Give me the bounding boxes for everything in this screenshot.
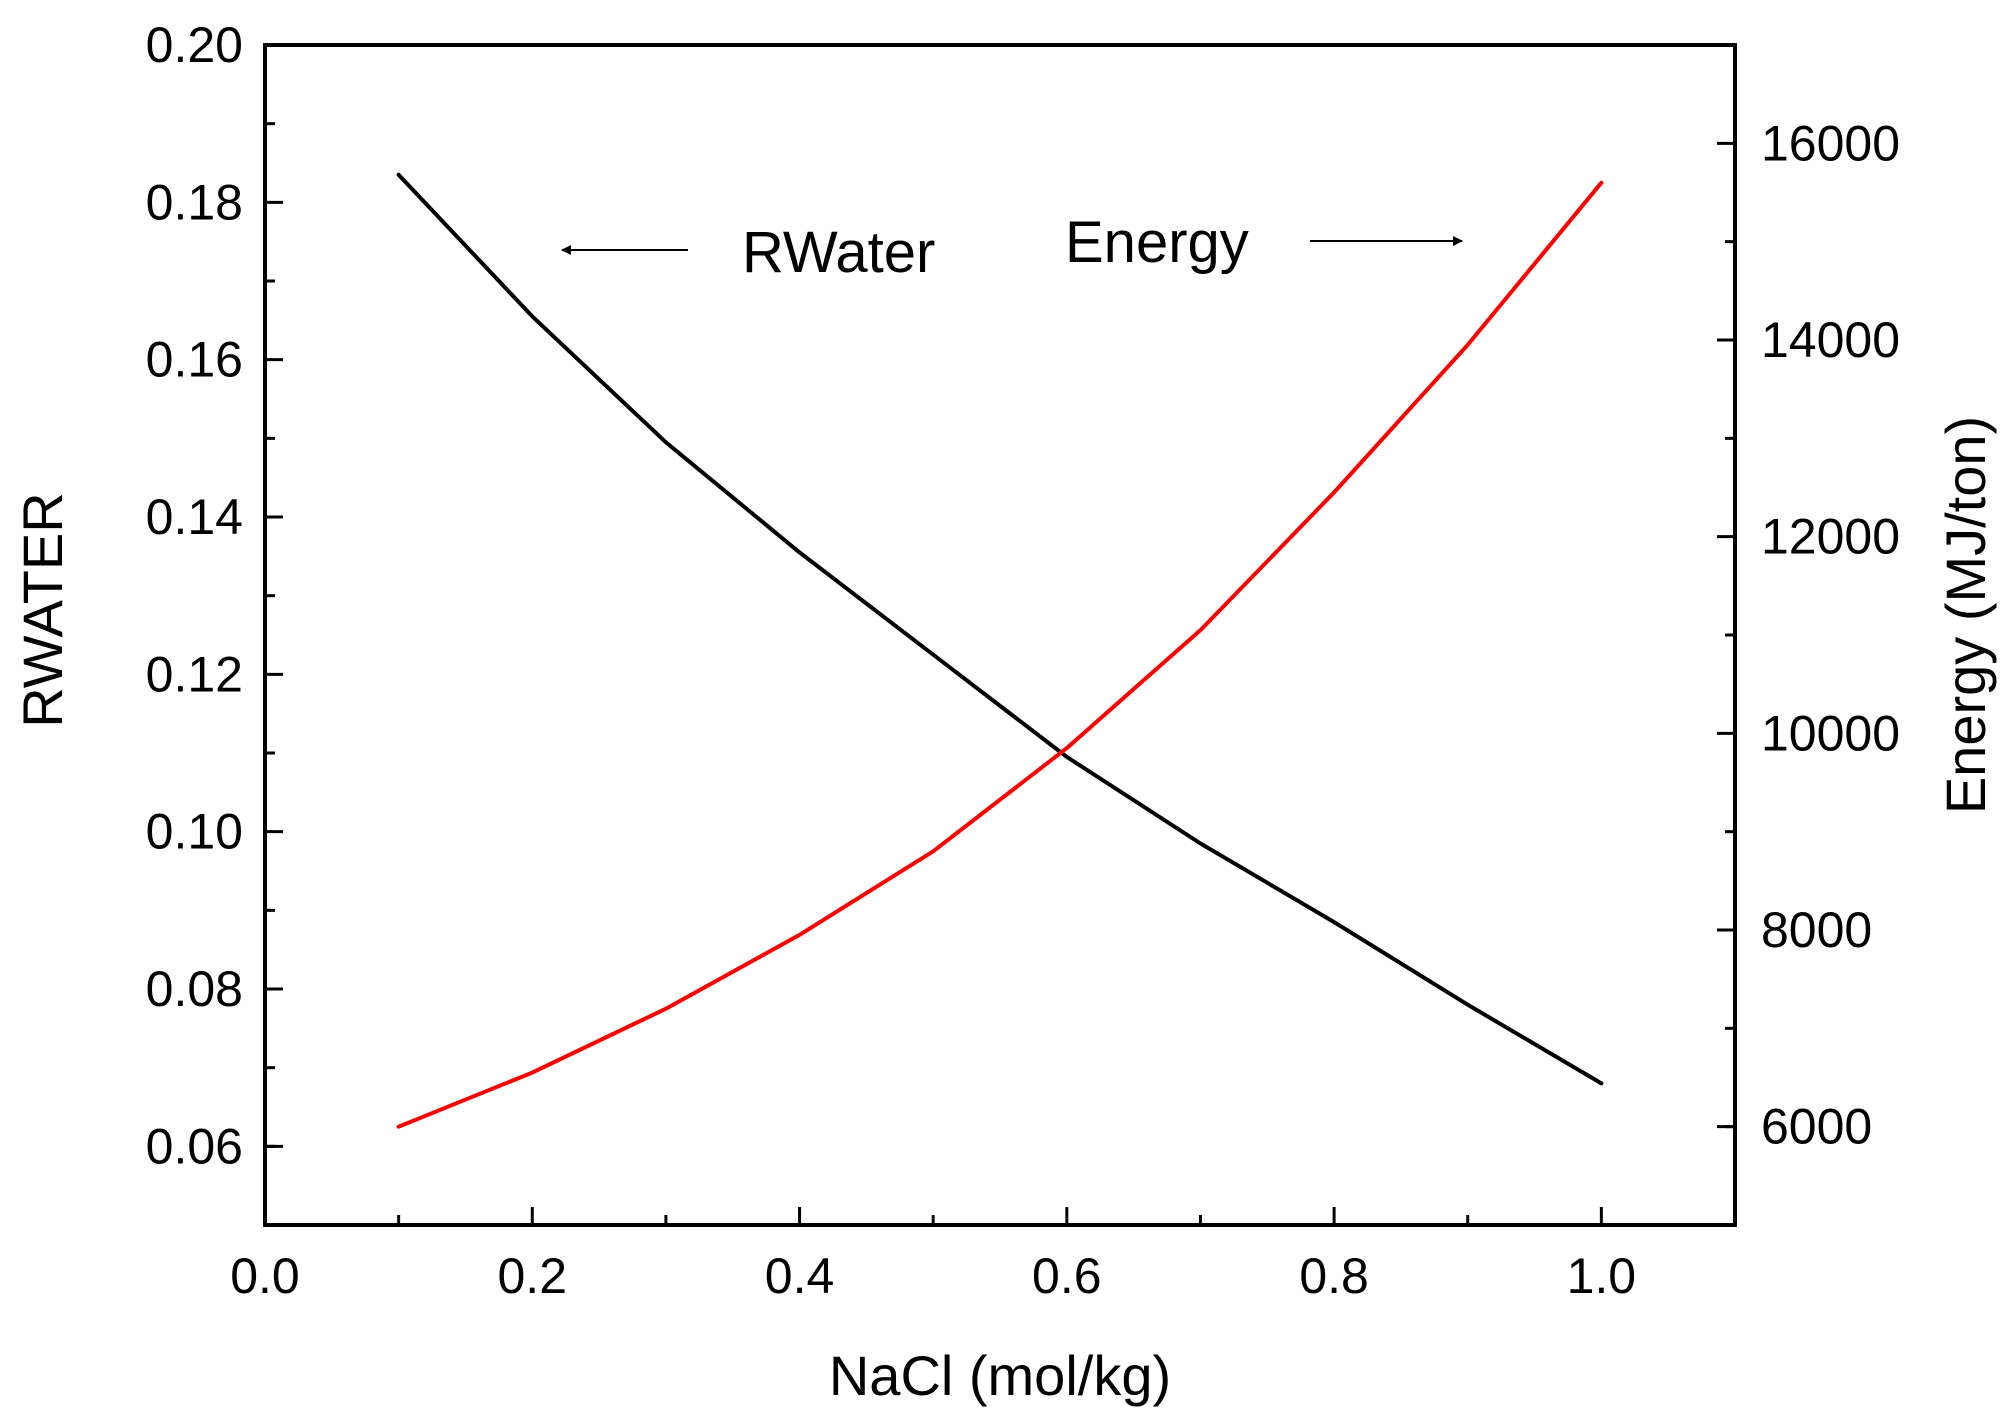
- x-tick-label: 0.2: [498, 1248, 568, 1304]
- y-right-tick-label: 14000: [1761, 312, 1900, 368]
- y-left-tick-label: 0.14: [146, 489, 243, 545]
- y-right-tick-label: 6000: [1761, 1099, 1872, 1155]
- rwater-annotation: RWater: [742, 220, 935, 285]
- x-tick-label: 0.4: [765, 1248, 835, 1304]
- x-axis-ticks: 0.0 0.2 0.4 0.6 0.8 1.0: [230, 1207, 1636, 1304]
- left-y-axis-ticks: 0.06 0.08 0.10 0.12 0.14 0.16 0.18 0.20: [146, 17, 283, 1174]
- y-right-tick-label: 12000: [1761, 509, 1900, 565]
- right-y-axis-ticks: 6000 8000 10000 12000 14000 16000: [1717, 115, 1900, 1155]
- x-tick-label: 0.8: [1299, 1248, 1369, 1304]
- y-left-tick-label: 0.12: [146, 646, 243, 702]
- y-left-tick-label: 0.10: [146, 804, 243, 860]
- plot-frame: [263, 43, 1737, 1227]
- x-tick-label: 0.0: [230, 1248, 300, 1304]
- y-left-tick-label: 0.06: [146, 1118, 243, 1174]
- right-y-axis-title: Energy (MJ/ton): [1934, 416, 1997, 814]
- energy-annotation: Energy: [1065, 210, 1249, 275]
- y-right-tick-label: 10000: [1761, 705, 1900, 761]
- x-axis-title: NaCl (mol/kg): [829, 1344, 1171, 1407]
- series-line-rwater: [396, 172, 1604, 1086]
- y-right-tick-label: 8000: [1761, 902, 1872, 958]
- series-line-energy: [396, 180, 1604, 1129]
- y-left-tick-label: 0.16: [146, 332, 243, 388]
- left-y-axis-title: RWATER: [11, 492, 74, 727]
- y-right-tick-label: 16000: [1761, 115, 1900, 171]
- x-tick-label: 1.0: [1567, 1248, 1637, 1304]
- x-tick-label: 0.6: [1032, 1248, 1102, 1304]
- y-left-tick-label: 0.18: [146, 174, 243, 230]
- y-left-tick-label: 0.20: [146, 17, 243, 73]
- series-lines: [396, 172, 1604, 1129]
- y-left-tick-label: 0.08: [146, 961, 243, 1017]
